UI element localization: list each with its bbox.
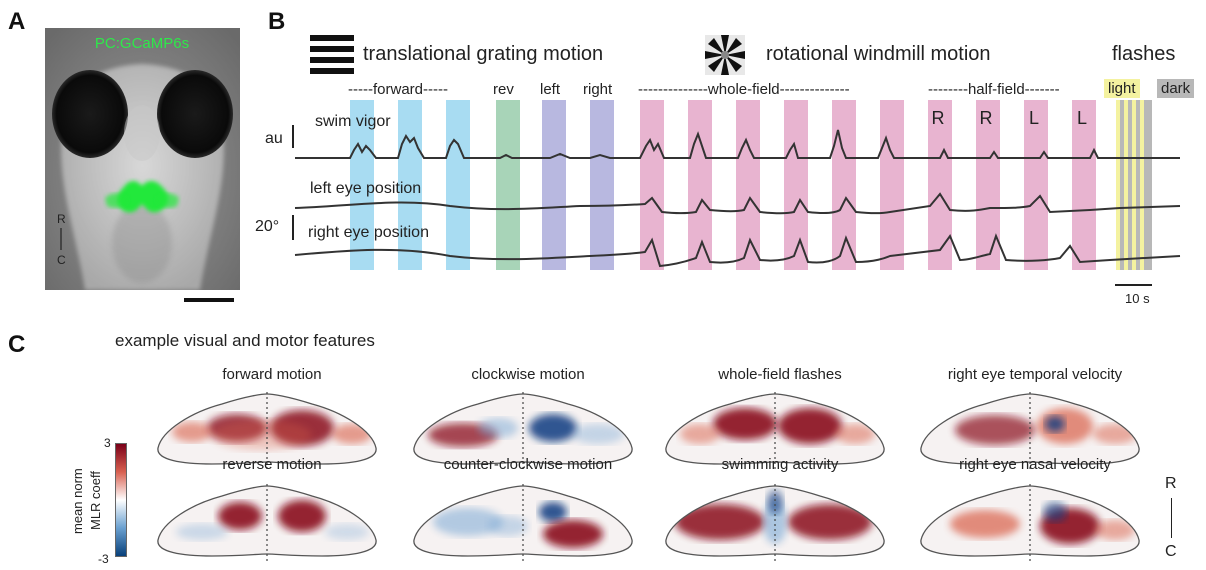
group-left: left [540,81,561,98]
half-field-side-4: L [1077,108,1087,128]
stimulus-bar-12 [880,100,904,270]
pc-gcamp6s-label: PC:GCaMP6s [95,35,189,52]
flash-dark-bar-1 [1120,100,1124,270]
flashes-header: flashes [1112,43,1176,65]
map-title-4: right eye temporal velocity [947,366,1123,383]
axis-c-label: C [57,253,66,267]
map-title-5: reverse motion [222,456,322,473]
brain-map-1 [157,392,377,470]
half-field-side-2: R [980,108,993,128]
swim-vigor-trace [295,129,1180,159]
half-field-side-3: L [1029,108,1039,128]
stimulus-bar-3 [446,100,470,270]
panel-letter-c: C [8,331,26,358]
map-title-7: swimming activity [721,456,839,473]
stimulus-bar-8 [688,100,712,270]
translational-header: translational grating motion [363,43,604,65]
scale-deg-label: 20° [255,218,280,235]
map-title-1: forward motion [222,366,322,383]
group-rev: rev [493,81,514,98]
panel-c-axis-r: R [1165,475,1177,492]
stimulus-bar-9 [736,100,760,270]
trace-swim-label: swim vigor [315,113,391,130]
stimulus-bar-4 [496,100,520,270]
colorbar-max: 3 [104,436,111,450]
panel-letter-a: A [8,8,26,35]
trace-right-eye-label: right eye position [308,224,429,241]
map-title-6: counter-clockwise motion [443,456,613,473]
group-light: light [1104,79,1140,98]
map-title-2: clockwise motion [471,366,585,383]
flash-bar-4 [1140,100,1144,270]
group-right: right [583,81,613,98]
colorbar-min: -3 [98,552,109,566]
colorbar [115,443,127,557]
flash-bar-1 [1116,100,1120,270]
windmill-icon [705,35,745,75]
flash-bar-2 [1124,100,1128,270]
stimulus-bar-5 [542,100,566,270]
stimulus-bar-15 [1024,100,1048,270]
flash-dark-bar-3 [1136,100,1140,270]
stimulus-bar-1 [350,100,374,270]
brain-map-4 [920,392,1140,470]
brain-map-8 [920,484,1140,562]
stimulus-bar-6 [590,100,614,270]
left-eye-trace [294,192,1181,215]
stimulus-bar-2 [398,100,422,270]
flash-dark-bar-4 [1144,100,1148,270]
scale-bar [184,298,234,302]
brain-map-6 [413,484,633,562]
panel-c-axis-c: C [1165,543,1177,560]
panel-c-title: example visual and motor features [115,331,375,350]
stimulus-bar-7 [640,100,664,270]
group-whole-field: --------------whole-field-------------- [638,81,850,98]
scale-time-label: 10 s [1125,291,1150,306]
stimulus-bar-16 [1072,100,1096,270]
grating-icon [310,35,354,75]
flash-bar-3 [1132,100,1136,270]
brain-map-2 [413,392,633,470]
group-half-field: --------half-field------- [928,81,1060,98]
right-eye-trace [294,233,1181,268]
stimulus-bar-13 [928,100,952,270]
group-forward: -----forward----- [348,81,448,98]
panel-c-axis-line [1171,498,1172,538]
stimulus-bar-10 [784,100,808,270]
stimulus-bar-14 [976,100,1000,270]
flash-bar-5 [1148,100,1152,270]
map-title-3: whole-field flashes [718,366,842,383]
brain-map-3 [665,392,885,470]
group-dark: dark [1157,79,1195,98]
brain-map-5 [157,484,377,562]
half-field-side-1: R [932,108,945,128]
fish-brain-image: PC:GCaMP6s R C [45,28,240,290]
scale-au-label: au [265,130,283,147]
colorbar-label-2: MLR coeff [88,470,103,530]
rotational-header: rotational windmill motion [766,43,991,65]
brain-map-7 [665,484,885,562]
flash-dark-bar-2 [1128,100,1132,270]
colorbar-label-1: mean norm [70,468,85,534]
trace-left-eye-label: left eye position [310,180,422,197]
panel-letter-b: B [268,8,286,35]
axis-r-label: R [57,212,66,226]
map-title-8: right eye nasal velocity [959,456,1111,473]
